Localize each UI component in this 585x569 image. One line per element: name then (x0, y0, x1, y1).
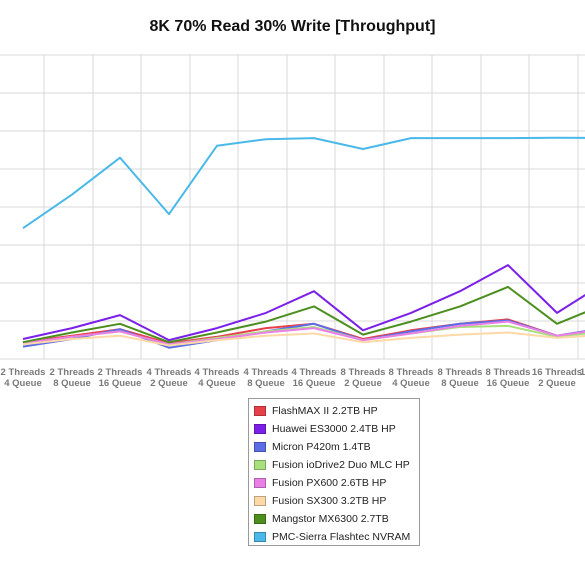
legend-item: Fusion SX300 3.2TB HP (254, 492, 419, 510)
series-line-2 (22, 319, 585, 349)
legend-swatch (254, 406, 266, 416)
x-tick-label: 8 Queue (441, 378, 479, 389)
legend-swatch (254, 424, 266, 434)
series-line-5 (22, 331, 585, 347)
legend-label: Huawei ES3000 2.4TB HP (272, 423, 396, 435)
legend-item: FlashMAX II 2.2TB HP (254, 402, 419, 420)
x-tick-label: 16 Queue (293, 378, 336, 389)
x-tick-label: 4 Threads (195, 367, 240, 378)
legend-swatch (254, 460, 266, 470)
legend-swatch (254, 496, 266, 506)
series-lines (22, 136, 585, 349)
x-tick-label: 8 Threads (341, 367, 386, 378)
x-tick-label: 4 Threads (244, 367, 289, 378)
legend-label: Mangstor MX6300 2.7TB (272, 513, 389, 525)
series-line-4 (22, 320, 585, 346)
legend-item: Fusion ioDrive2 Duo MLC HP (254, 456, 419, 474)
x-tick-label: 2 Threads (50, 367, 95, 378)
x-tick-label: 16 Threads (532, 367, 582, 378)
chart-title: 8K 70% Read 30% Write [Throughput] (149, 18, 436, 35)
x-tick-label: 4 Threads (147, 367, 192, 378)
x-tick-label: 16 Queue (99, 378, 142, 389)
legend-swatch (254, 514, 266, 524)
x-tick-label: 4 Threads (292, 367, 337, 378)
x-tick-label: 2 Threads (1, 367, 46, 378)
series-line-6 (22, 285, 585, 344)
legend-swatch (254, 532, 266, 542)
x-tick-label: 8 Threads (438, 367, 483, 378)
legend-label: Fusion PX600 2.6TB HP (272, 477, 387, 489)
legend-item: Fusion PX600 2.6TB HP (254, 474, 419, 492)
legend-label: Fusion ioDrive2 Duo MLC HP (272, 459, 410, 471)
x-tick-label: 2 Queue (344, 378, 382, 389)
legend-item: Mangstor MX6300 2.7TB (254, 510, 419, 528)
legend-item: Huawei ES3000 2.4TB HP (254, 420, 419, 438)
legend: FlashMAX II 2.2TB HP Huawei ES3000 2.4TB … (248, 398, 420, 546)
legend-label: FlashMAX II 2.2TB HP (272, 405, 378, 417)
series-line-7 (22, 136, 585, 230)
x-tick-label: 8 Queue (247, 378, 285, 389)
series-line-1 (22, 264, 585, 342)
x-tick-label: 16 Queue (487, 378, 530, 389)
legend-swatch (254, 478, 266, 488)
legend-item: Micron P420m 1.4TB (254, 438, 419, 456)
x-tick-label: 4 Queue (392, 378, 430, 389)
x-tick-label: 8 Queue (53, 378, 91, 389)
x-tick-label: 4 Queue (4, 378, 42, 389)
legend-label: Fusion SX300 3.2TB HP (272, 495, 387, 507)
x-tick-label: 16 Threads (580, 367, 585, 378)
x-tick-label: 8 Threads (389, 367, 434, 378)
x-tick-label: 2 Queue (150, 378, 188, 389)
legend-item: PMC-Sierra Flashtec NVRAM (254, 528, 419, 546)
legend-label: Micron P420m 1.4TB (272, 441, 371, 453)
x-tick-label: 8 Threads (486, 367, 531, 378)
legend-swatch (254, 442, 266, 452)
x-tick-label: 4 Queue (198, 378, 236, 389)
legend-label: PMC-Sierra Flashtec NVRAM (272, 531, 411, 543)
x-tick-label: 2 Queue (538, 378, 576, 389)
x-tick-label: 2 Threads (98, 367, 143, 378)
